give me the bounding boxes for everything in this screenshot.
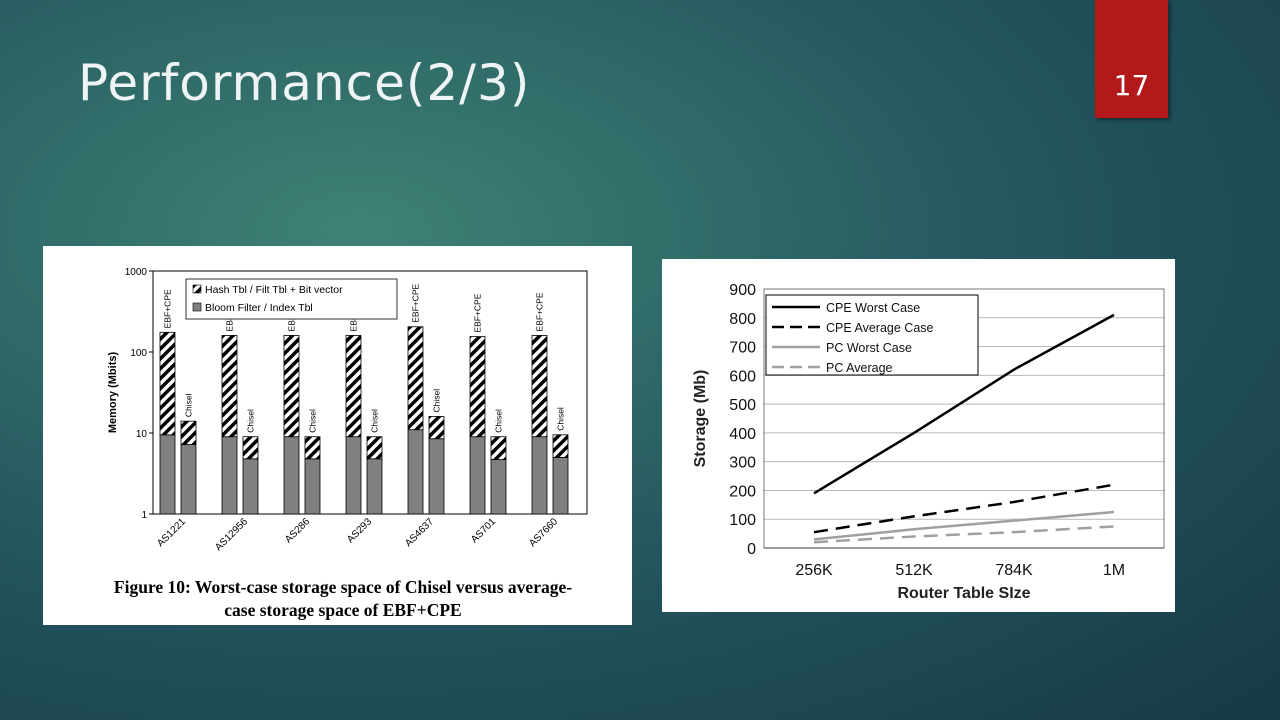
x-category-label: AS12956: [213, 516, 250, 553]
x-category-label: AS701: [469, 516, 498, 545]
bar-hash-chisel: [180, 420, 197, 445]
series-line-0: [813, 313, 1115, 495]
bar-bloom-ebf: [469, 436, 486, 515]
bar-bloom-chisel: [490, 459, 507, 515]
legend-label: PC Worst Case: [826, 341, 912, 355]
x-axis-label: Router Table SIze: [897, 585, 1030, 602]
bar-bloom-chisel: [552, 456, 569, 515]
bar-label-chisel: Chisel: [370, 409, 380, 433]
bar-bloom-chisel: [180, 444, 197, 515]
y-tick-label: 400: [729, 426, 756, 443]
legend-box: [765, 294, 979, 376]
y-axis-label: Memory (Mbits): [107, 352, 119, 434]
bar-bloom-ebf: [159, 434, 176, 515]
bar-label-chisel: Chisel: [246, 409, 256, 433]
legend-swatch-bloom: [192, 302, 202, 312]
line-plot-frame: [763, 288, 1165, 549]
x-category-label: AS7660: [527, 516, 560, 549]
bar-label-chisel: Chisel: [308, 409, 318, 433]
bar-hash-ebf: [221, 335, 238, 438]
y-tick-label: 700: [729, 340, 756, 357]
bar-hash-chisel: [242, 436, 259, 460]
x-category-label: AS293: [345, 516, 374, 545]
bar-label-ebf: EBF+CPE: [535, 292, 545, 331]
memory-bar-chart-figure: 1000 100 10 1 Memory (Mbits) EBF+CPE Chisel AS1…: [43, 246, 632, 625]
bar-label-chisel: Chisel: [432, 389, 442, 413]
bar-bloom-ebf: [407, 429, 424, 515]
legend-label-bloom: Bloom Filter / Index Tbl: [205, 302, 313, 314]
y-tick-label: 600: [729, 368, 756, 385]
page-number-badge: 17: [1095, 0, 1168, 118]
legend-label: CPE Worst Case: [826, 301, 920, 315]
y-tick-label: 800: [729, 311, 756, 328]
legend-label: CPE Average Case: [826, 321, 934, 335]
legend-swatch-hash: [192, 284, 202, 294]
y-tick-label: 200: [729, 483, 756, 500]
x-category-label: AS286: [283, 516, 312, 545]
x-category-label: 512K: [895, 562, 933, 579]
legend-label: PC Average: [826, 361, 893, 375]
y-tick-label: 100: [130, 348, 147, 359]
bar-label-chisel: Chisel: [184, 393, 194, 417]
x-category-label: 256K: [795, 562, 833, 579]
y-tick-label: 1: [141, 510, 147, 521]
series-line-3: [813, 525, 1115, 544]
bar-hash-ebf: [159, 331, 176, 436]
bar-label-ebf: EBF+CPE: [163, 289, 173, 328]
legend-box: [185, 278, 398, 320]
x-category-label: AS4637: [403, 516, 436, 549]
x-category-label: 784K: [995, 562, 1033, 579]
bar-legend: Hash Tbl / Filt Tbl + Bit vector Bloom Fi…: [185, 278, 398, 320]
bar-label-chisel: Chisel: [494, 409, 504, 433]
bar-hash-chisel: [552, 434, 569, 458]
bar-hash-chisel: [304, 436, 321, 460]
series-line-2: [813, 510, 1115, 541]
page-number: 17: [1113, 69, 1150, 102]
bar-bloom-ebf: [221, 436, 238, 515]
bar-hash-chisel: [490, 436, 507, 460]
y-tick-label: 900: [729, 282, 756, 299]
slide-title: Performance(2/3): [78, 54, 531, 112]
bar-bloom-ebf: [283, 436, 300, 515]
y-tick-label: 100: [729, 512, 756, 529]
y-tick-label: 10: [136, 429, 148, 440]
bar-bloom-chisel: [428, 438, 445, 515]
bar-bloom-ebf: [345, 436, 362, 515]
bar-bloom-ebf: [531, 436, 548, 515]
bar-label-ebf: EBF+CPE: [411, 283, 421, 322]
line-legend: CPE Worst Case CPE Average Case PC Worst C…: [765, 294, 979, 376]
y-axis-label: Storage (Mb): [692, 370, 709, 468]
storage-line-chart-figure: 0 100 200 300 400 500 600 700 800 900 Storage (Mb)…: [662, 259, 1175, 612]
bar-hash-ebf: [345, 335, 362, 438]
storage-line-chart: 0 100 200 300 400 500 600 700 800 900 Storage (Mb)…: [692, 282, 1165, 602]
bar-bloom-chisel: [366, 458, 383, 515]
series-line-1: [813, 483, 1115, 534]
bar-bloom-chisel: [242, 458, 259, 515]
x-category-label: 1M: [1103, 562, 1125, 579]
bar-hash-chisel: [428, 416, 445, 440]
bar-hash-chisel: [366, 436, 383, 460]
y-tick-label: 1000: [125, 267, 148, 278]
bar-hash-ebf: [469, 336, 486, 438]
y-tick-label: 500: [729, 397, 756, 414]
legend-label-hash: Hash Tbl / Filt Tbl + Bit vector: [205, 284, 343, 296]
bar-hash-ebf: [283, 335, 300, 438]
memory-bar-chart: 1000 100 10 1 Memory (Mbits) EBF+CPE Chisel AS1…: [107, 267, 588, 620]
bar-bloom-chisel: [304, 458, 321, 515]
bar-hash-ebf: [407, 326, 424, 431]
figure-caption-line-1: Figure 10: Worst-case storage space of C…: [114, 577, 572, 597]
x-category-label: AS1221: [155, 516, 188, 549]
figure-caption-line-2: case storage space of EBF+CPE: [224, 600, 461, 620]
bar-label-ebf: EBF+CPE: [473, 293, 483, 332]
y-tick-label: 300: [729, 455, 756, 472]
y-tick-label: 0: [747, 541, 756, 558]
bar-label-chisel: Chisel: [556, 407, 566, 431]
bar-hash-ebf: [531, 335, 548, 438]
